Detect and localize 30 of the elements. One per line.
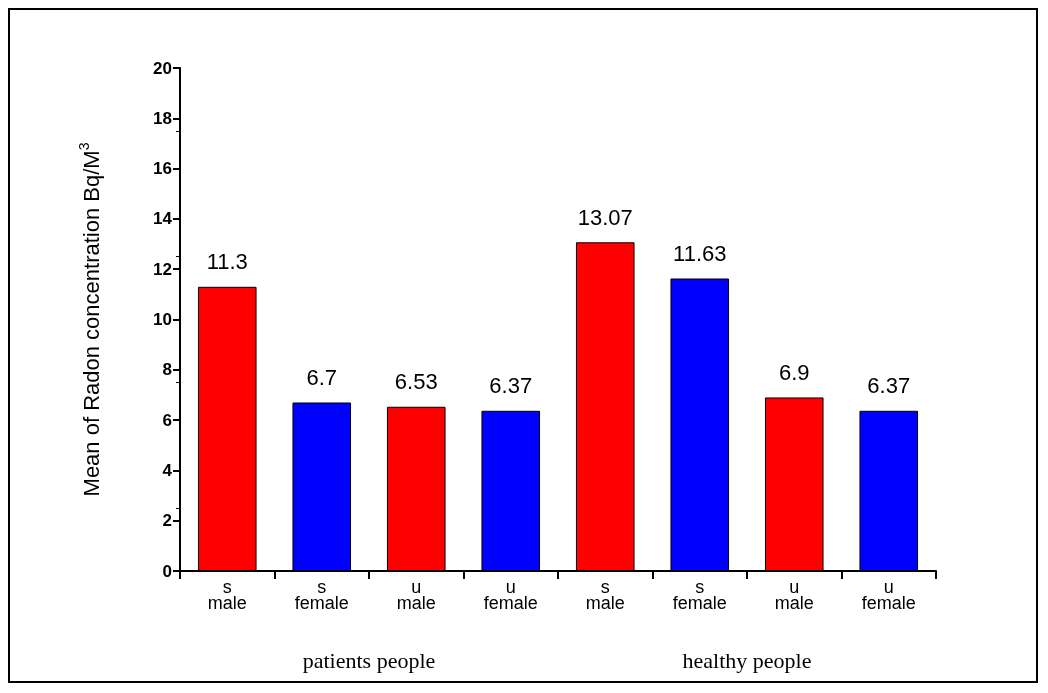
data-label: 6.7 — [306, 364, 338, 390]
x-tick-label: s male — [207, 577, 247, 613]
data-label: 11.63 — [673, 241, 727, 267]
data-label: 13.07 — [577, 204, 633, 230]
data-label: 6.53 — [394, 369, 438, 395]
data-label: 6.9 — [778, 359, 810, 385]
x-tick-label: s female — [294, 577, 349, 613]
y-tick-label: 14 — [153, 209, 173, 229]
data-label: 6.37 — [489, 373, 533, 399]
x-tick-label: u male — [774, 577, 814, 613]
x-tick-label: s male — [585, 577, 625, 613]
y-tick-label: 18 — [153, 108, 172, 128]
data-label: 11.3 — [206, 249, 248, 275]
y-tick-label: 20 — [153, 58, 172, 78]
y-tick-label: 8 — [162, 360, 172, 380]
text: patients people — [302, 647, 436, 673]
y-axis-title: Mean of Radon concentration Bq/M3 — [76, 142, 104, 497]
y-tick-label: 16 — [153, 159, 172, 179]
x-tick-label: s female — [672, 577, 727, 613]
y-tick-label: 10 — [153, 310, 172, 329]
data-label: 6.37 — [867, 373, 911, 399]
y-tick-label: 2 — [162, 511, 172, 531]
text: healthy people — [682, 647, 812, 673]
y-tick-label: 12 — [153, 259, 172, 279]
y-tick-label: 0 — [162, 561, 172, 581]
y-tick-label: 6 — [162, 410, 172, 430]
y-tick-label: 4 — [162, 460, 173, 480]
x-tick-label: u female — [483, 577, 538, 613]
x-tick-label: u male — [396, 577, 436, 613]
x-tick-label: u female — [861, 577, 916, 613]
